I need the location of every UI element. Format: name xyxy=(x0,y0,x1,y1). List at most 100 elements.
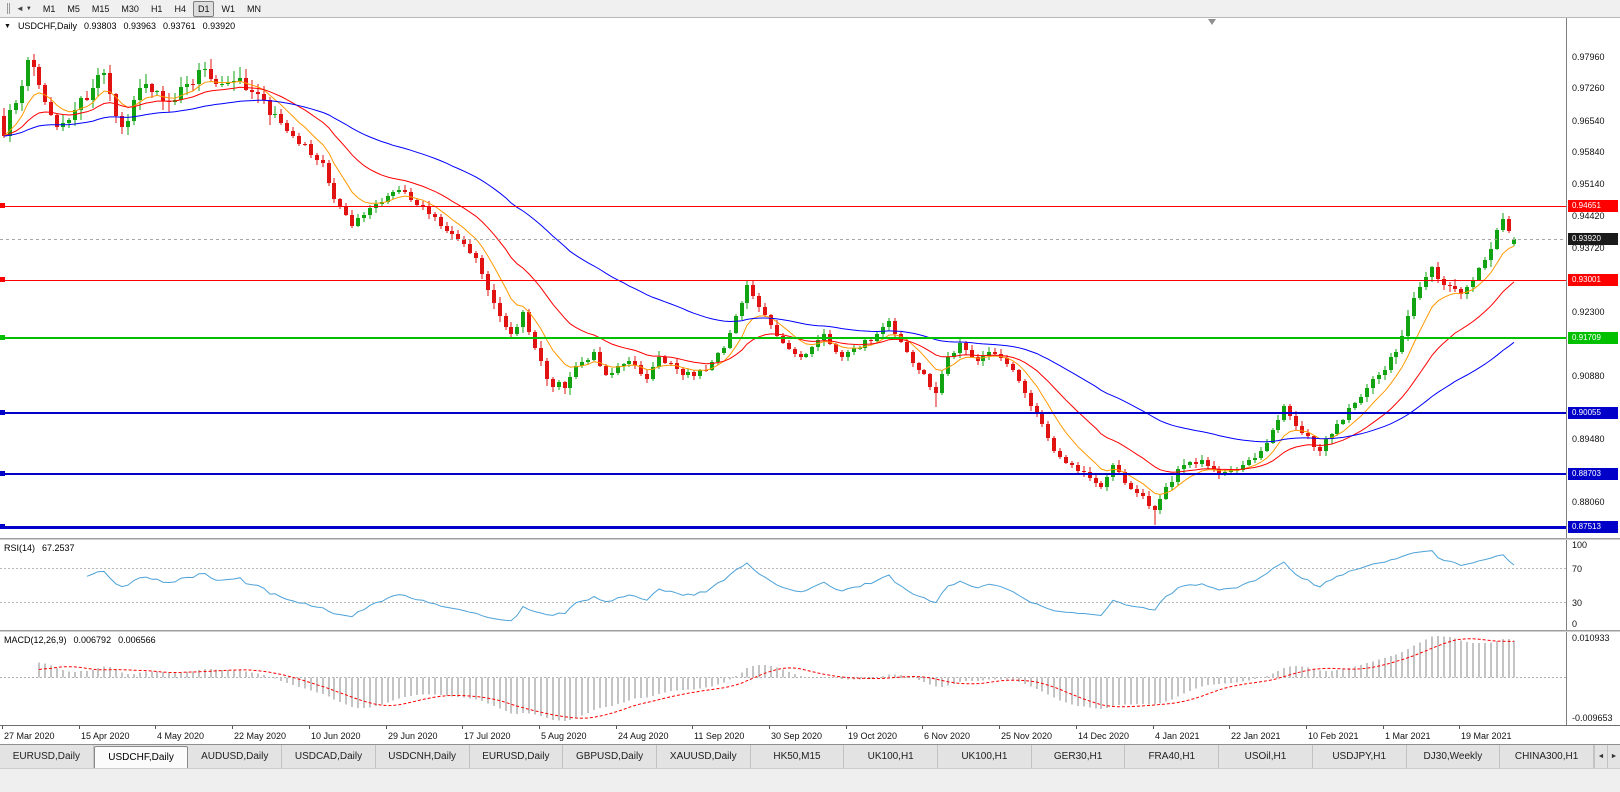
hline-anchor[interactable] xyxy=(0,524,5,530)
date-tick xyxy=(155,726,156,729)
tabs-scroll-left-button[interactable]: ◄ xyxy=(1594,745,1607,768)
date-label: 19 Mar 2021 xyxy=(1461,731,1512,741)
hline-anchor[interactable] xyxy=(0,470,5,476)
date-label: 19 Oct 2020 xyxy=(848,731,898,741)
date-tick xyxy=(1383,726,1384,729)
date-label: 22 Jan 2021 xyxy=(1231,731,1281,741)
macd-indicator-pane[interactable]: MACD(12,26,9) 0.006792 0.006566 0.010933… xyxy=(0,632,1620,725)
rsi-axis: 100 70 30 0 xyxy=(1566,540,1620,630)
rsi-tick-label: 0 xyxy=(1572,619,1578,629)
chart-shift-marker[interactable] xyxy=(1208,19,1216,25)
ohlc-open-value: 0.93803 xyxy=(83,21,117,31)
chart-tab-eurusd-daily[interactable]: EURUSD,Daily xyxy=(470,745,564,768)
hline-price-tag[interactable]: 0.87513 xyxy=(1568,521,1618,534)
dropdown-caret-icon[interactable]: ▼ xyxy=(25,5,32,12)
price-tick-label: 0.90880 xyxy=(1572,370,1605,381)
chart-symbol-label: USDCHF,Daily xyxy=(17,21,77,31)
pane-separator-rsi[interactable] xyxy=(0,538,1620,540)
hline-anchor[interactable] xyxy=(0,277,5,283)
one-click-trading-icon[interactable]: ▼ xyxy=(4,22,11,30)
chart-tab-uk100-h1[interactable]: UK100,H1 xyxy=(844,745,939,768)
timeframe-button-mn[interactable]: MN xyxy=(246,3,261,14)
price-tick-label: 0.97260 xyxy=(1572,83,1605,94)
price-tick-label: 0.92300 xyxy=(1572,306,1605,317)
date-tick xyxy=(999,726,1000,729)
chart-tab-usoil-h1[interactable]: USOil,H1 xyxy=(1219,745,1313,768)
hline-anchor[interactable] xyxy=(0,409,5,415)
timeframe-button-d1[interactable]: D1 xyxy=(192,0,215,17)
current-price-tag: 0.93920 xyxy=(1568,232,1618,245)
price-tick-label: 0.88060 xyxy=(1572,497,1605,508)
chart-tab-china300-h1[interactable]: CHINA300,H1 xyxy=(1500,745,1594,768)
hline-price-tag[interactable]: 0.93001 xyxy=(1568,274,1618,287)
ohlc-low-value: 0.93761 xyxy=(163,21,196,31)
timeframe-button-w1[interactable]: W1 xyxy=(221,3,235,14)
chart-tab-fra40-h1[interactable]: FRA40,H1 xyxy=(1125,745,1220,768)
timeframe-button-m1[interactable]: M1 xyxy=(42,3,56,14)
chart-tab-uk100-h1[interactable]: UK100,H1 xyxy=(938,745,1032,768)
timeframe-button-m15[interactable]: M15 xyxy=(91,3,110,14)
chart-tab-usdchf-daily[interactable]: USDCHF,Daily xyxy=(93,746,189,768)
chart-tab-gbpusd-daily[interactable]: GBPUSD,Daily xyxy=(563,745,657,768)
macd-min-label: -0.009653 xyxy=(1572,713,1613,723)
rsi-title: RSI(14) 67.2537 xyxy=(4,543,75,553)
pane-separator-macd[interactable] xyxy=(0,630,1620,632)
ohlc-close-value: 0.93920 xyxy=(202,21,236,31)
chart-tab-ger30-h1[interactable]: GER30,H1 xyxy=(1032,745,1126,768)
date-label: 14 Dec 2020 xyxy=(1078,731,1130,741)
chart-tab-usdjpy-h1[interactable]: USDJPY,H1 xyxy=(1313,745,1407,768)
hline-anchor[interactable] xyxy=(0,202,5,208)
chart-tab-eurusd-daily[interactable]: EURUSD,Daily xyxy=(0,745,94,768)
macd-name-label: MACD(12,26,9) xyxy=(4,635,67,645)
price-tick-label: 0.96540 xyxy=(1572,115,1605,126)
price-tick-label: 0.94420 xyxy=(1572,211,1605,222)
price-tick-label: 0.95840 xyxy=(1572,147,1605,158)
date-label: 10 Jun 2020 xyxy=(311,731,361,741)
chart-tab-xauusd-daily[interactable]: XAUUSD,Daily xyxy=(657,745,751,768)
main-chart-pane[interactable]: ▼ USDCHF,Daily 0.93803 0.93963 0.93761 0… xyxy=(0,18,1620,538)
rsi-tick-label: 100 xyxy=(1572,540,1588,550)
price-tick-label: 0.95140 xyxy=(1572,178,1605,189)
date-label: 11 Sep 2020 xyxy=(694,731,745,741)
chart-tab-hk50-m15[interactable]: HK50,M15 xyxy=(751,745,845,768)
macd-axis: 0.010933 -0.009653 xyxy=(1566,632,1620,725)
timeframe-button-m5[interactable]: M5 xyxy=(67,3,80,14)
date-label: 27 Mar 2020 xyxy=(4,731,55,741)
macd-signal-value-label: 0.006566 xyxy=(118,635,156,645)
date-label: 15 Apr 2020 xyxy=(81,731,130,741)
date-tick xyxy=(232,726,233,729)
hline-price-tag[interactable]: 0.91709 xyxy=(1568,332,1618,345)
date-tick xyxy=(2,726,3,729)
hline-anchor[interactable] xyxy=(0,335,5,341)
chart-tab-dj30-weekly[interactable]: DJ30,Weekly xyxy=(1407,745,1501,768)
price-axis: 0.97960 0.97260 0.96540 0.95840 0.95140 0.944… xyxy=(1566,18,1620,538)
date-label: 1 Mar 2021 xyxy=(1385,731,1431,741)
hline-price-tag[interactable]: 0.90055 xyxy=(1568,406,1618,419)
hline-price-tag[interactable]: 0.94651 xyxy=(1568,199,1618,212)
rsi-tick-label: 70 xyxy=(1572,564,1583,575)
rsi-indicator-pane[interactable]: RSI(14) 67.2537 100 70 30 0 xyxy=(0,540,1620,630)
date-axis: 27 Mar 2020 15 Apr 2020 4 May 2020 22 May 2… xyxy=(0,725,1620,744)
chart-title: ▼ USDCHF,Daily 0.93803 0.93963 0.93761 0… xyxy=(4,21,235,31)
chart-tab-usdcnh-daily[interactable]: USDCNH,Daily xyxy=(376,745,470,768)
chart-tabs: EURUSD,Daily USDCHF,Daily AUDUSD,Daily USDC… xyxy=(0,745,1594,768)
timeframe-button-h1[interactable]: H1 xyxy=(150,3,163,14)
chart-tab-audusd-daily[interactable]: AUDUSD,Daily xyxy=(188,745,283,768)
hline-price-tag[interactable]: 0.88703 xyxy=(1568,467,1618,480)
price-tick-label: 0.89480 xyxy=(1572,433,1605,444)
date-label: 17 Jul 2020 xyxy=(464,731,511,741)
date-label: 25 Nov 2020 xyxy=(1001,731,1053,741)
date-tick xyxy=(846,726,847,729)
timeframe-button-h4[interactable]: H4 xyxy=(174,3,186,14)
timeframe-button-m30[interactable]: M30 xyxy=(121,3,139,14)
tabs-scroll-right-button[interactable]: ► xyxy=(1607,745,1620,768)
chart-tab-usdcad-daily[interactable]: USDCAD,Daily xyxy=(282,745,376,768)
date-tick xyxy=(769,726,770,729)
chart-back-icon[interactable]: ◄ xyxy=(16,3,24,13)
macd-value-label: 0.006792 xyxy=(73,635,112,645)
rsi-name-label: RSI(14) xyxy=(4,543,36,553)
rsi-tick-label: 30 xyxy=(1572,597,1583,608)
toolbar-grip[interactable] xyxy=(7,3,10,14)
date-tick xyxy=(1459,726,1460,729)
